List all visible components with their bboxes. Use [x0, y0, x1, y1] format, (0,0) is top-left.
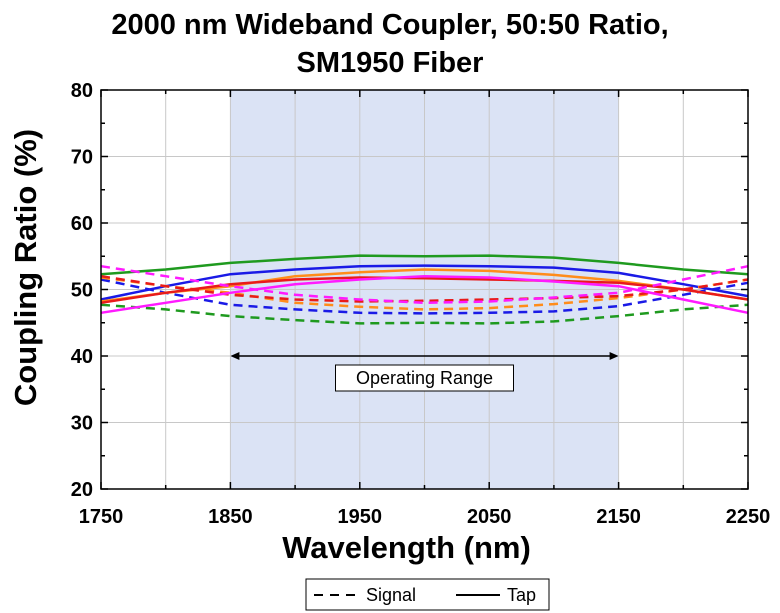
legend: Signal Tap — [305, 578, 550, 611]
series-line-5 — [100, 276, 749, 311]
axis-ticks — [100, 89, 749, 490]
series-line-1 — [100, 303, 749, 325]
y-tick-label: 50 — [71, 280, 93, 302]
x-tick-label: 2250 — [726, 506, 771, 528]
y-tick-label: 80 — [71, 80, 93, 102]
series-line-7 — [100, 274, 749, 303]
operating-range-arrowhead-right — [609, 352, 619, 360]
series-line-0 — [100, 254, 749, 276]
y-tick-label: 60 — [71, 213, 93, 235]
axis-tick-labels: 1750 1850 1950 2050 2150 2250 20 30 40 50 60 70 80 — [71, 80, 771, 528]
chart-title-line-1: 2000 nm Wideband Coupler, 50:50 Ratio, — [111, 9, 669, 41]
y-tick-label: 30 — [71, 413, 93, 435]
series-line-6 — [100, 276, 749, 305]
series-line-9 — [100, 264, 749, 305]
operating-range-arrowhead-left — [230, 352, 240, 360]
series-lines — [100, 254, 749, 325]
chart-title: 2000 nm Wideband Coupler, 50:50 Ratio, S… — [0, 6, 780, 82]
operating-range-annotation: Operating Range — [230, 352, 619, 392]
x-tick-label: 1850 — [208, 506, 253, 528]
y-tick-label: 20 — [71, 479, 93, 501]
series-line-4 — [100, 268, 749, 303]
legend-label-signal: Signal — [366, 585, 416, 605]
y-tick-label: 70 — [71, 147, 93, 169]
x-tick-label: 2150 — [596, 506, 641, 528]
y-axis-title: Coupling Ratio (%) — [8, 129, 43, 406]
operating-range-label-box — [335, 364, 514, 392]
series-line-8 — [100, 274, 749, 315]
x-axis-title: Wavelength (nm) — [282, 530, 531, 565]
series-line-2 — [100, 264, 749, 301]
operating-range-label: Operating Range — [356, 368, 493, 388]
y-tick-label: 40 — [71, 346, 93, 368]
series-line-3 — [100, 278, 749, 315]
x-tick-label: 2050 — [467, 506, 512, 528]
legend-label-tap: Tap — [507, 585, 536, 605]
x-tick-label: 1950 — [338, 506, 383, 528]
chart-title-line-2: SM1950 Fiber — [296, 47, 484, 79]
x-tick-label: 1750 — [79, 506, 124, 528]
